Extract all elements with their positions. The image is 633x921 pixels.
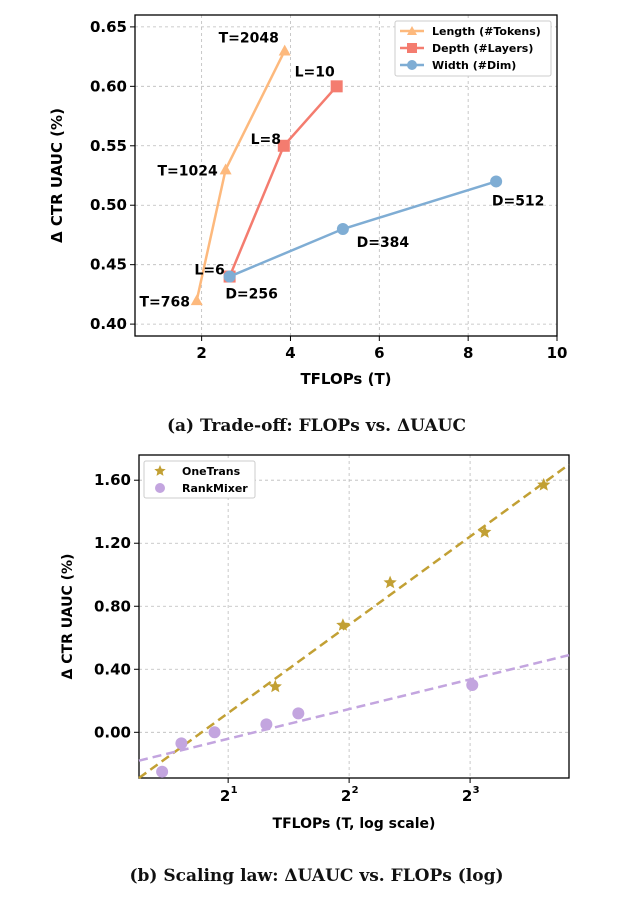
point-label: T=1024 (157, 164, 218, 180)
plot-frame (138, 454, 570, 779)
x-axis-label: TFLOPs (T, log scale) (273, 816, 436, 832)
data-point (330, 80, 343, 93)
point-label: D=512 (492, 193, 545, 209)
caption-b: (b) Scaling law: ΔUAUC vs. FLOPs (log) (129, 866, 504, 886)
legend-label: RankMixer (182, 482, 248, 495)
y-tick-label: 0.00 (94, 723, 131, 741)
legend-marker (407, 60, 417, 70)
data-point (277, 139, 290, 152)
caption-a: (a) Trade-off: FLOPs vs. ΔUAUC (166, 416, 467, 436)
data-point (478, 525, 492, 538)
legend-marker (407, 43, 417, 53)
x-axis-label: TFLOPs (T) (300, 370, 391, 388)
data-point (383, 575, 397, 589)
x-tick-label: 8 (463, 344, 473, 362)
x-tick-label: 6 (374, 344, 384, 362)
data-point (336, 618, 350, 631)
x-tick-label: 2 (220, 787, 230, 805)
legend (143, 460, 256, 499)
y-tick-label: 1.60 (94, 471, 131, 489)
y-axis-label: Δ CTR UAUC (%) (48, 108, 66, 243)
fit-line (138, 653, 570, 762)
y-tick-label: 0.65 (90, 18, 127, 36)
data-point (223, 270, 236, 283)
data-point (156, 765, 169, 778)
plot-frame (134, 14, 558, 337)
x-tick-label: 2 (196, 344, 206, 362)
legend-label: Depth (#Layers) (432, 42, 533, 55)
y-tick-label: 0.50 (90, 196, 127, 214)
y-tick-label: 0.40 (90, 315, 127, 333)
data-point (219, 163, 232, 175)
legend-marker (154, 465, 166, 476)
y-tick-label: 0.80 (94, 597, 131, 615)
data-point (208, 726, 221, 739)
data-point (292, 707, 305, 720)
series-line (228, 85, 338, 278)
y-tick-label: 0.40 (94, 660, 131, 678)
point-label: D=384 (357, 235, 410, 251)
data-point (466, 679, 479, 692)
x-tick-label: 2 (341, 787, 351, 805)
y-axis-label: Δ CTR UAUC (%) (60, 554, 76, 680)
y-tick-label: 0.45 (90, 256, 127, 274)
legend-label: Width (#Dim) (432, 59, 516, 72)
data-point (490, 175, 503, 188)
x-tick-exponent: 2 (352, 785, 359, 796)
legend (394, 20, 552, 77)
point-label: T=2048 (219, 31, 279, 47)
y-tick-label: 0.60 (90, 77, 127, 95)
data-point (260, 718, 273, 731)
legend-label: Length (#Tokens) (432, 25, 541, 38)
fit-line (138, 463, 570, 780)
point-label: D=256 (225, 287, 278, 303)
legend-label: OneTrans (182, 465, 241, 478)
data-point (336, 223, 349, 235)
data-point (278, 44, 291, 56)
x-tick-label: 2 (462, 787, 472, 805)
legend-marker (155, 483, 165, 493)
data-point (537, 477, 551, 491)
point-label: L=10 (295, 64, 335, 80)
point-label: T=768 (139, 294, 190, 310)
data-point (175, 737, 188, 750)
x-tick-label: 4 (285, 344, 295, 362)
x-tick-exponent: 1 (231, 785, 238, 796)
data-point (268, 679, 282, 693)
data-point (190, 294, 203, 306)
series-line (229, 180, 497, 278)
y-tick-label: 0.55 (90, 137, 127, 155)
y-tick-label: 1.20 (94, 534, 131, 552)
point-label: L=6 (194, 263, 224, 279)
point-label: L=8 (251, 132, 281, 148)
x-tick-exponent: 3 (473, 785, 480, 796)
x-tick-label: 10 (547, 344, 568, 362)
legend-marker (407, 26, 417, 35)
